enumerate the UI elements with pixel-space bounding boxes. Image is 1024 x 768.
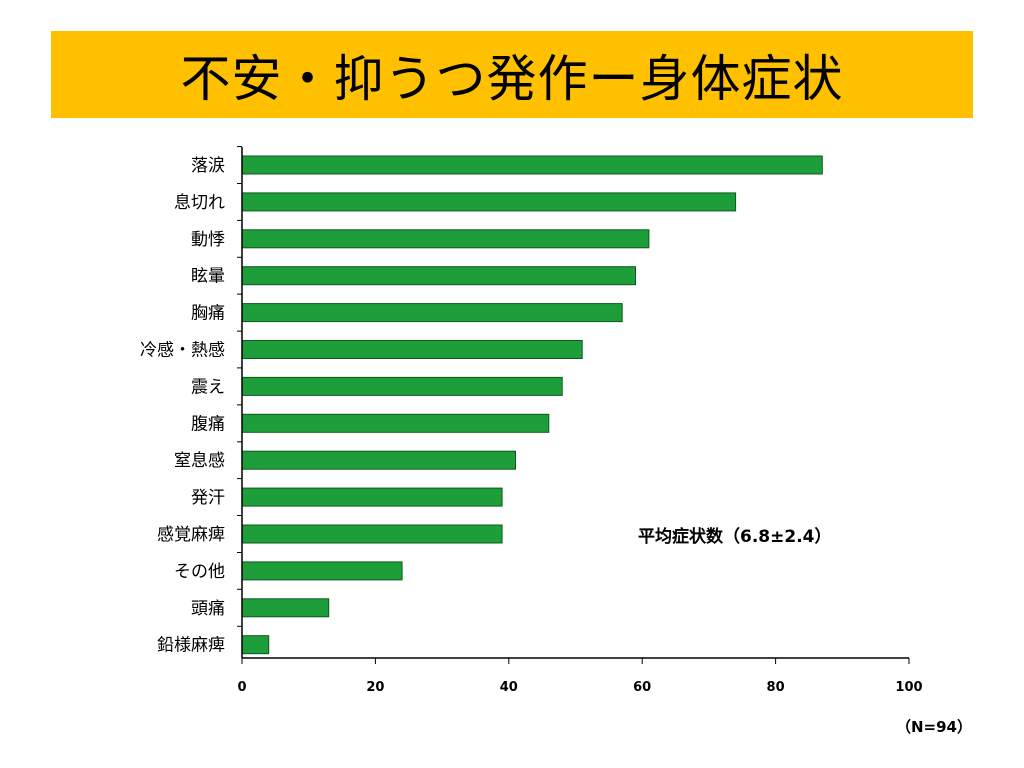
- bar-12: [241, 561, 403, 581]
- category-label: 胸痛: [191, 304, 225, 324]
- category-label: 発汗: [191, 488, 225, 508]
- category-label: 動悸: [191, 230, 225, 250]
- category-label: 冷感・熱感: [140, 341, 225, 361]
- category-label: 腹痛: [191, 414, 225, 434]
- bar-13: [241, 598, 330, 618]
- bar-2: [241, 192, 737, 212]
- bar-3: [241, 229, 650, 249]
- bar-8: [241, 413, 550, 433]
- bar-5: [241, 303, 623, 323]
- bar-4: [241, 266, 636, 286]
- category-label: 震え: [191, 377, 225, 397]
- sample-size-label: （N=94）: [896, 718, 972, 736]
- axes: 0 20 40 60 80 100: [237, 146, 923, 695]
- x-tick-label: 0: [237, 680, 246, 695]
- x-tick-label: 80: [767, 680, 785, 695]
- bar-10: [241, 487, 503, 507]
- category-label: その他: [174, 562, 225, 582]
- title-band: 不安・抑うつ発作ー身体症状: [51, 31, 973, 118]
- category-label: 感覚麻痺: [157, 525, 225, 545]
- bar-1: [241, 155, 823, 175]
- bar-9: [241, 450, 516, 470]
- bar-7: [241, 376, 563, 396]
- bar-14: [241, 635, 270, 655]
- x-tick-label: 100: [895, 680, 922, 695]
- bar-11: [241, 524, 503, 544]
- bar-6: [241, 340, 583, 359]
- category-label: 窒息感: [174, 451, 225, 471]
- bars-layer: [241, 155, 823, 655]
- category-label: 眩暈: [191, 267, 225, 287]
- page-title: 不安・抑うつ発作ー身体症状: [180, 49, 844, 108]
- category-label: 落涙: [191, 155, 225, 176]
- category-label: 鉛様麻痺: [157, 636, 225, 656]
- category-label: 頭痛: [191, 599, 225, 619]
- x-tick-label: 20: [366, 680, 384, 695]
- x-tick-label: 40: [500, 680, 518, 695]
- x-tick-label: 60: [633, 680, 651, 695]
- chart-annotation: 平均症状数（6.8±2.4）: [638, 526, 831, 547]
- category-label: 息切れ: [174, 193, 225, 213]
